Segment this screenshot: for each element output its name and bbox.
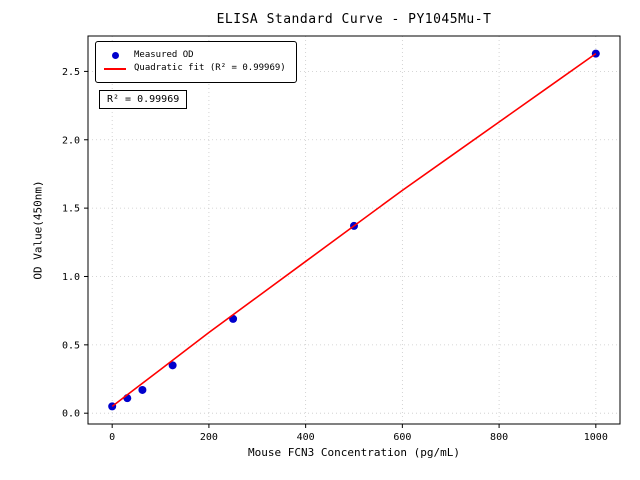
- chart-title: ELISA Standard Curve - PY1045Mu-T: [216, 12, 492, 27]
- y-axis-label: OD Value(450nm): [31, 180, 45, 280]
- plot-border: [87, 35, 621, 425]
- fit-line: [111, 52, 597, 407]
- legend-item-measured: Measured OD: [102, 51, 286, 60]
- y-tick-label: 1.5: [62, 204, 80, 215]
- data-point: [138, 385, 147, 394]
- y-tick-label: 0.5: [62, 340, 80, 351]
- x-axis-label: Mouse FCN3 Concentration (pg/mL): [248, 446, 460, 459]
- data-point: [168, 361, 177, 370]
- legend-line-marker-icon: [104, 67, 126, 70]
- legend-measured-label: Measured OD: [134, 50, 194, 60]
- legend-fit-label: Quadratic fit (R² = 0.99969): [134, 63, 286, 73]
- legend-item-fit: Quadratic fit (R² = 0.99969): [102, 64, 286, 73]
- legend-scatter-marker-icon: [111, 52, 119, 59]
- x-tick-label: 600: [393, 432, 411, 443]
- x-tick-label: 1000: [584, 432, 608, 443]
- y-tick-label: 2.5: [62, 67, 80, 78]
- legend: Measured OD Quadratic fit (R² = 0.99969): [95, 41, 297, 83]
- y-tick-label: 2.0: [62, 135, 80, 146]
- y-tick-label: 0.0: [62, 409, 80, 420]
- y-tick-label: 1.0: [62, 272, 80, 283]
- x-tick-label: 0: [109, 432, 115, 443]
- x-tick-label: 400: [297, 432, 315, 443]
- x-tick-label: 200: [200, 432, 218, 443]
- x-tick-label: 800: [490, 432, 508, 443]
- r-squared-annotation: R² = 0.99969: [99, 90, 188, 109]
